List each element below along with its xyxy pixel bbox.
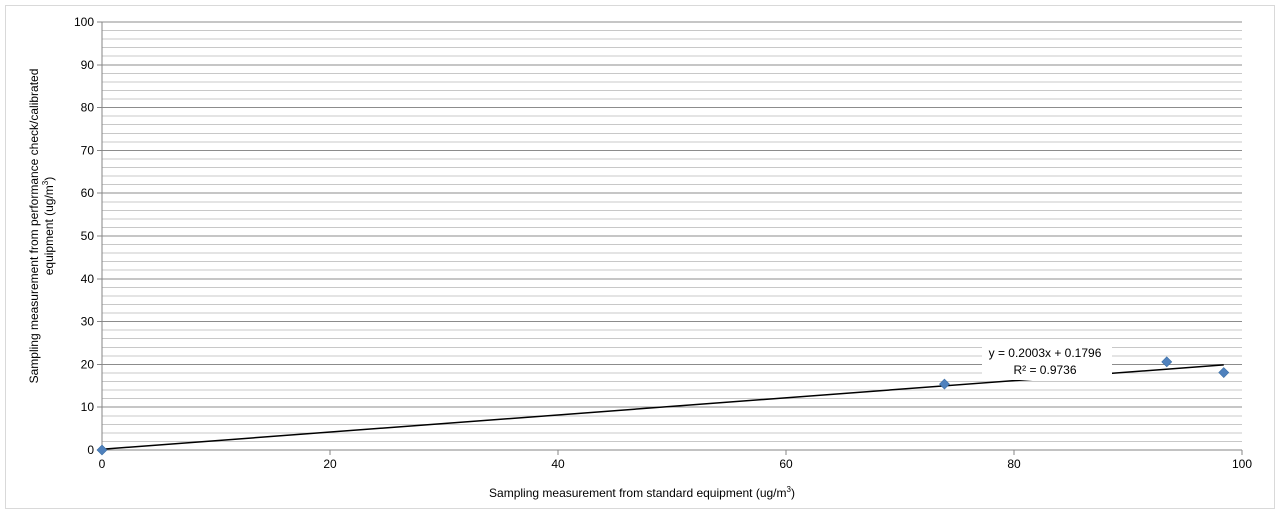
x-axis-title: Sampling measurement from standard equip… — [489, 485, 795, 500]
x-tick-label: 40 — [551, 457, 565, 471]
x-tick-label: 80 — [1007, 457, 1021, 471]
y-tick-label: 80 — [81, 101, 95, 115]
x-axis-title-suffix: ) — [791, 486, 795, 500]
y-tick-labels: 0 10 20 30 40 50 60 70 80 90 100 — [74, 15, 102, 457]
trendline-equation: y = 0.2003x + 0.1796 — [989, 346, 1102, 360]
x-axis-title-prefix: Sampling measurement from standard equip… — [489, 486, 786, 500]
trendline-label: y = 0.2003x + 0.1796 R² = 0.9736 — [982, 344, 1112, 380]
y-tick-label: 100 — [74, 15, 94, 29]
x-tick-label: 100 — [1232, 457, 1252, 471]
y-tick-label: 50 — [81, 229, 95, 243]
data-points — [96, 356, 1230, 456]
y-tick-label: 30 — [81, 315, 95, 329]
grid-lines — [102, 21, 1242, 442]
y-axis-title-line2-prefix: equipment (ug/m — [42, 185, 56, 275]
y-axis-title-line2: equipment (ug/m3) — [41, 177, 56, 276]
x-tick-labels: 0 20 40 60 80 100 — [99, 450, 1252, 471]
y-tick-label: 90 — [81, 58, 95, 72]
y-tick-label: 60 — [81, 186, 95, 200]
data-point-marker — [96, 444, 108, 456]
x-axis-title-sup: 3 — [787, 485, 792, 494]
y-tick-label: 0 — [87, 443, 94, 457]
data-point-marker — [1218, 367, 1230, 378]
y-tick-label: 70 — [81, 143, 95, 157]
x-tick-label: 60 — [779, 457, 793, 471]
chart-frame — [5, 5, 1275, 509]
trendline-label-background — [982, 344, 1112, 380]
y-axis-title-line2-sup: 3 — [41, 180, 50, 185]
y-axis-title-line1: Sampling measurement from performance ch… — [27, 69, 41, 384]
data-point-marker — [939, 378, 950, 390]
x-tick-label: 20 — [323, 457, 337, 471]
y-tick-label: 40 — [81, 272, 95, 286]
y-tick-label: 10 — [81, 400, 95, 414]
trendline-r-squared: R² = 0.9736 — [1013, 363, 1076, 377]
y-tick-label: 20 — [81, 357, 95, 371]
y-axis-title: Sampling measurement from performance ch… — [27, 69, 56, 384]
data-point-marker — [1161, 356, 1173, 368]
y-axis-title-line2-suffix: ) — [42, 177, 56, 181]
x-tick-label: 0 — [99, 457, 106, 471]
